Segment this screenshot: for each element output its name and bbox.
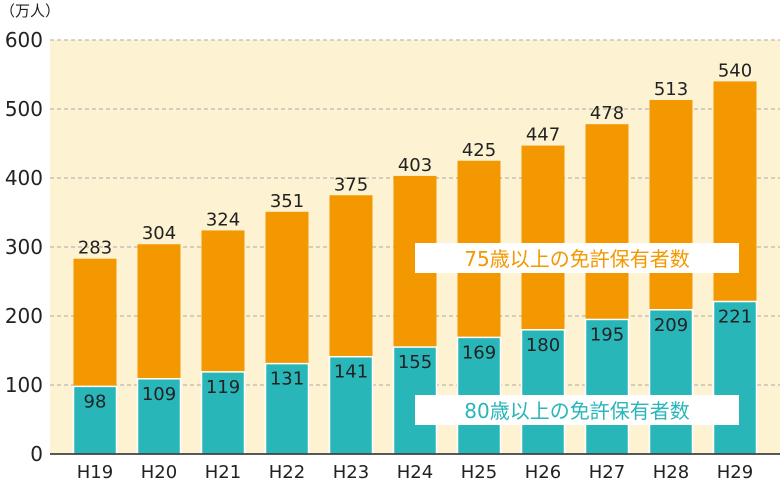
x-tick-label: H19 <box>77 462 113 483</box>
value-label-80plus: 169 <box>462 342 496 363</box>
value-label-75plus: 375 <box>334 174 368 195</box>
x-tick-label: H22 <box>269 462 305 483</box>
value-label-75plus: 447 <box>526 125 560 146</box>
bar-80plus <box>648 309 694 455</box>
x-tick-label: H25 <box>461 462 497 483</box>
bar-80plus <box>200 371 246 455</box>
value-label-80plus: 119 <box>206 377 240 398</box>
value-label-80plus: 141 <box>334 362 368 383</box>
bar-80plus <box>584 318 630 455</box>
x-axis: H19 H20 H21 H22 H23 H24 H25 H26 H27 H28 H29 <box>77 462 753 483</box>
x-tick-label: H26 <box>525 462 561 483</box>
legend-75plus-text: 75歳以上の免許保有者数 <box>464 247 689 271</box>
value-label-80plus: 195 <box>590 324 624 345</box>
x-tick-label: H28 <box>653 462 689 483</box>
bar-80plus <box>72 385 118 455</box>
value-label-75plus: 351 <box>270 191 304 212</box>
value-label-75plus: 478 <box>590 103 624 124</box>
legend-75plus: 75歳以上の免許保有者数 <box>415 243 739 273</box>
y-tick-label: 600 <box>5 28 43 52</box>
y-tick-label: 300 <box>5 235 43 259</box>
legend-80plus: 80歳以上の免許保有者数 <box>415 395 739 425</box>
value-label-80plus: 221 <box>718 307 752 328</box>
bar-80plus <box>328 355 374 455</box>
value-labels-80plus: 98 109 119 131 141 155 169 180 195 209 221 <box>84 307 753 413</box>
value-label-80plus: 180 <box>526 335 560 356</box>
y-tick-label: 500 <box>5 97 43 121</box>
x-tick-label: H21 <box>205 462 241 483</box>
x-tick-label: H27 <box>589 462 625 483</box>
y-tick-label: 400 <box>5 166 43 190</box>
y-axis: 0 100 200 300 400 500 600 <box>5 28 43 466</box>
value-labels-75plus: 283 304 324 351 375 403 425 447 478 513 540 <box>78 60 752 258</box>
x-tick-label: H20 <box>141 462 177 483</box>
value-label-80plus: 155 <box>398 352 432 373</box>
value-label-75plus: 403 <box>398 155 432 176</box>
legend-80plus-text: 80歳以上の免許保有者数 <box>464 399 689 423</box>
value-label-75plus: 304 <box>142 223 176 244</box>
value-label-75plus: 540 <box>718 60 752 81</box>
x-tick-label: H29 <box>717 462 753 483</box>
value-label-80plus: 131 <box>270 369 304 390</box>
x-tick-label: H23 <box>333 462 369 483</box>
value-label-75plus: 324 <box>206 209 240 230</box>
y-tick-label: 200 <box>5 304 43 328</box>
x-tick-label: H24 <box>397 462 433 483</box>
value-label-80plus: 98 <box>84 391 107 412</box>
y-tick-label: 100 <box>5 373 43 397</box>
value-label-80plus: 209 <box>654 315 688 336</box>
value-label-75plus: 513 <box>654 79 688 100</box>
value-label-75plus: 425 <box>462 140 496 161</box>
bar-80plus <box>136 378 182 455</box>
value-label-75plus: 283 <box>78 238 112 259</box>
y-tick-label: 0 <box>30 442 43 466</box>
unit-label: （万人） <box>0 2 60 20</box>
value-label-80plus: 109 <box>142 384 176 405</box>
bar-80plus <box>264 362 310 455</box>
